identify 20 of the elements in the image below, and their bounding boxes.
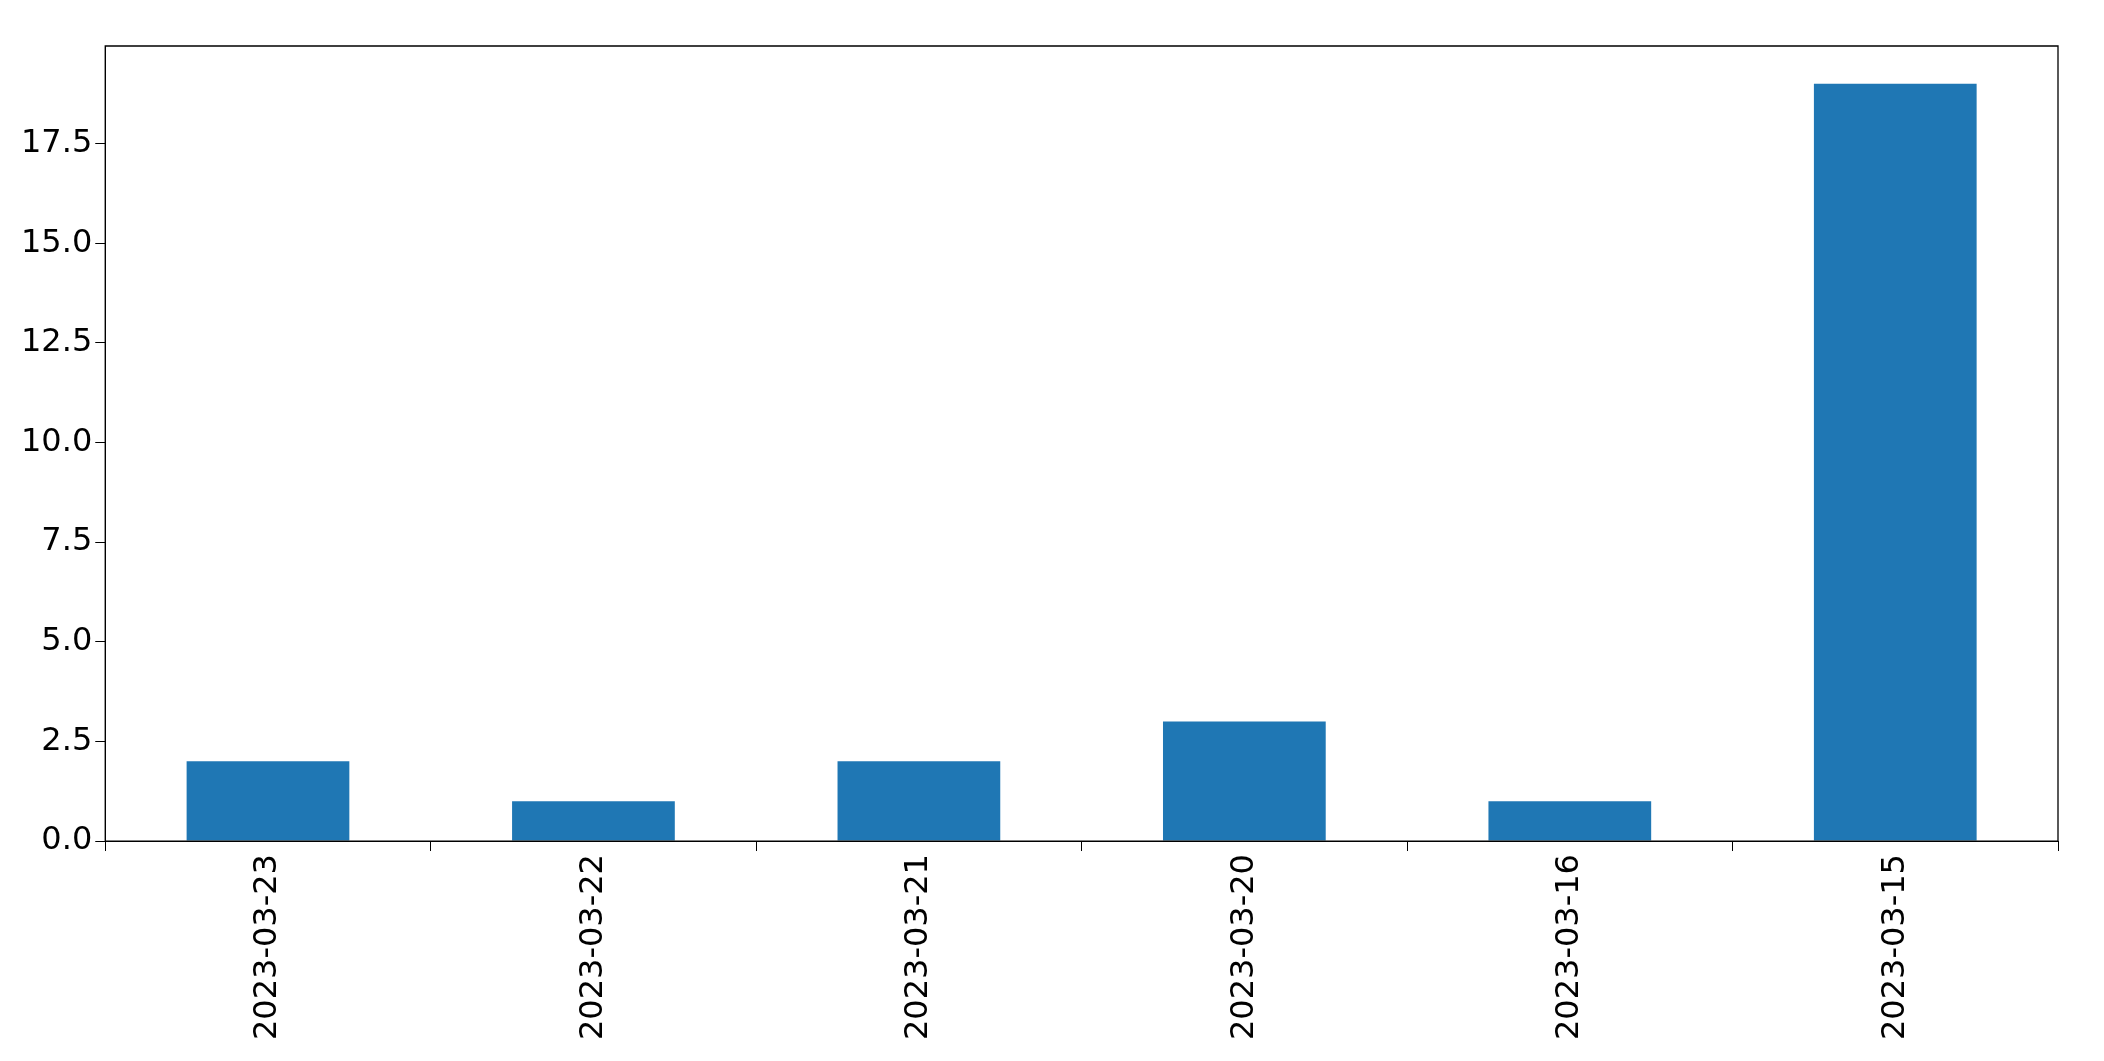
x-tick-label: 2023-03-15	[1873, 854, 1912, 1040]
bar	[837, 761, 1001, 841]
bar	[1162, 721, 1326, 841]
y-tick-label: 5.0	[41, 620, 93, 659]
y-tick-label: 0.0	[41, 819, 93, 858]
x-tick-label: 2023-03-20	[1222, 854, 1261, 1040]
x-tick-label: 2023-03-21	[897, 854, 936, 1040]
bar	[1813, 83, 1977, 841]
y-tick-label: 7.5	[41, 520, 93, 559]
bar	[1488, 801, 1652, 841]
y-tick-label: 12.5	[21, 321, 93, 360]
y-tick-label: 15.0	[21, 221, 93, 260]
x-tick-label: 2023-03-23	[246, 854, 285, 1040]
bar	[186, 761, 350, 841]
y-tick-label: 2.5	[41, 719, 93, 758]
x-tick-label: 2023-03-16	[1548, 854, 1587, 1040]
y-tick-label: 17.5	[21, 121, 93, 160]
x-tick-label: 2023-03-22	[571, 854, 610, 1040]
y-tick-label: 10.0	[21, 420, 93, 459]
bar	[512, 801, 675, 841]
